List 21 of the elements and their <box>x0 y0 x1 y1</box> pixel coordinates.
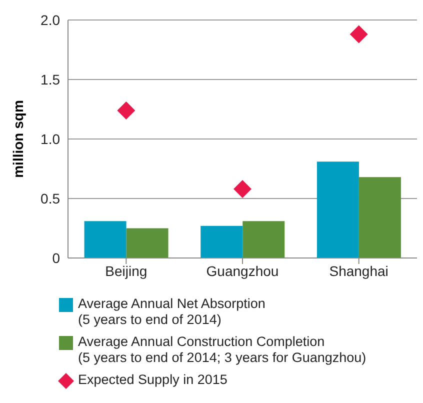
y-tick-label: 1.5 <box>40 71 60 88</box>
y-tick-label: 2.0 <box>40 12 60 28</box>
x-tick-label: Shanghai <box>329 262 388 279</box>
legend-label: Expected Supply in 2015 <box>78 372 228 388</box>
y-tick-label: 1.0 <box>40 130 60 147</box>
bar <box>316 162 359 258</box>
bar <box>126 228 168 258</box>
legend-label: Average Annual Net Absorption (5 years to end of 2014) <box>78 296 266 328</box>
point <box>117 101 136 120</box>
point <box>234 180 252 198</box>
x-tick-label: Beijing <box>105 262 148 279</box>
bar <box>358 177 401 258</box>
y-tick-label: 0 <box>52 250 60 266</box>
y-axis-title: million sqm <box>10 100 26 178</box>
x-tick-label: Guangzhou <box>206 262 279 279</box>
bar <box>242 221 285 258</box>
bar <box>200 226 243 258</box>
y-tick-label: 0.5 <box>40 190 60 206</box>
bar <box>84 221 126 258</box>
legend-label: Average Annual Construction Completion (5 years to end of 2014; 3 years for Guangzhou) <box>78 334 366 366</box>
point <box>350 25 368 44</box>
